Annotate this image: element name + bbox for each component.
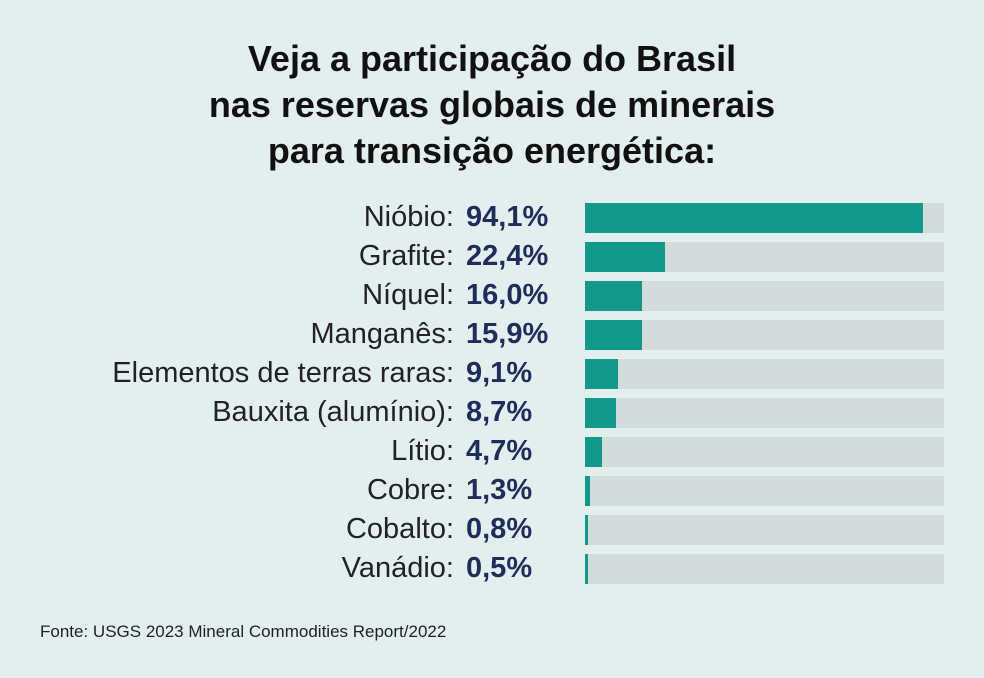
value-label: 15,9% <box>466 318 549 350</box>
value-label: 4,7% <box>466 435 533 467</box>
bar-track <box>585 242 944 272</box>
value-label: 8,7% <box>466 396 533 428</box>
bar <box>585 281 643 311</box>
bar-row: Cobalto: 0,8% <box>0 510 984 549</box>
bar-row: Cobre: 1,3% <box>0 471 984 510</box>
value-label: 94,1% <box>466 201 549 233</box>
bar <box>585 476 590 506</box>
category-label: Nióbio: <box>363 201 454 233</box>
bar <box>585 242 666 272</box>
bar-row: Lítio: 4,7% <box>0 432 984 471</box>
bar <box>585 515 588 545</box>
bar-track <box>585 515 944 545</box>
chart-title: Veja a participação do Brasil nas reserv… <box>0 36 984 174</box>
category-label: Bauxita (alumínio): <box>212 396 454 428</box>
bar-track <box>585 398 944 428</box>
bar-track <box>585 320 944 350</box>
bar-track <box>585 554 944 584</box>
category-label: Níquel: <box>362 279 454 311</box>
bar <box>585 398 617 428</box>
bar <box>585 437 602 467</box>
bar <box>585 203 923 233</box>
bar-row: Nióbio: 94,1% <box>0 198 984 237</box>
bar-track <box>585 281 944 311</box>
title-line-1: Veja a participação do Brasil <box>247 38 737 79</box>
value-label: 1,3% <box>466 474 533 506</box>
value-label: 22,4% <box>466 240 549 272</box>
value-label: 9,1% <box>466 357 533 389</box>
value-label: 16,0% <box>466 279 549 311</box>
category-label: Cobre: <box>366 474 454 506</box>
bar <box>585 359 618 389</box>
bar-track <box>585 476 944 506</box>
source-note: Fonte: USGS 2023 Mineral Commodities Rep… <box>40 622 447 641</box>
bar <box>585 320 643 350</box>
bar-track <box>585 203 944 233</box>
bar-chart: Nióbio: 94,1% Grafite: 22,4% Níquel: 16,0% Man… <box>0 198 984 598</box>
bar-row: Bauxita (alumínio): 8,7% <box>0 393 984 432</box>
title-line-2: nas reservas globais de minerais <box>208 84 776 125</box>
bar-row: Manganês: 15,9% <box>0 315 984 354</box>
category-label: Vanádio: <box>341 552 454 584</box>
title-line-3: para transição energética: <box>267 130 717 171</box>
category-label: Grafite: <box>358 240 454 272</box>
bar-row: Vanádio: 0,5% <box>0 549 984 588</box>
category-label: Elementos de terras raras: <box>112 357 454 389</box>
bar-row: Grafite: 22,4% <box>0 237 984 276</box>
bar-track <box>585 359 944 389</box>
category-label: Lítio: <box>391 435 454 467</box>
bar-row: Elementos de terras raras: 9,1% <box>0 354 984 393</box>
value-label: 0,5% <box>466 552 533 584</box>
value-label: 0,8% <box>466 513 533 545</box>
bar <box>585 554 588 584</box>
category-label: Cobalto: <box>345 513 454 545</box>
bar-track <box>585 437 944 467</box>
bar-row: Níquel: 16,0% <box>0 276 984 315</box>
category-label: Manganês: <box>310 318 455 350</box>
